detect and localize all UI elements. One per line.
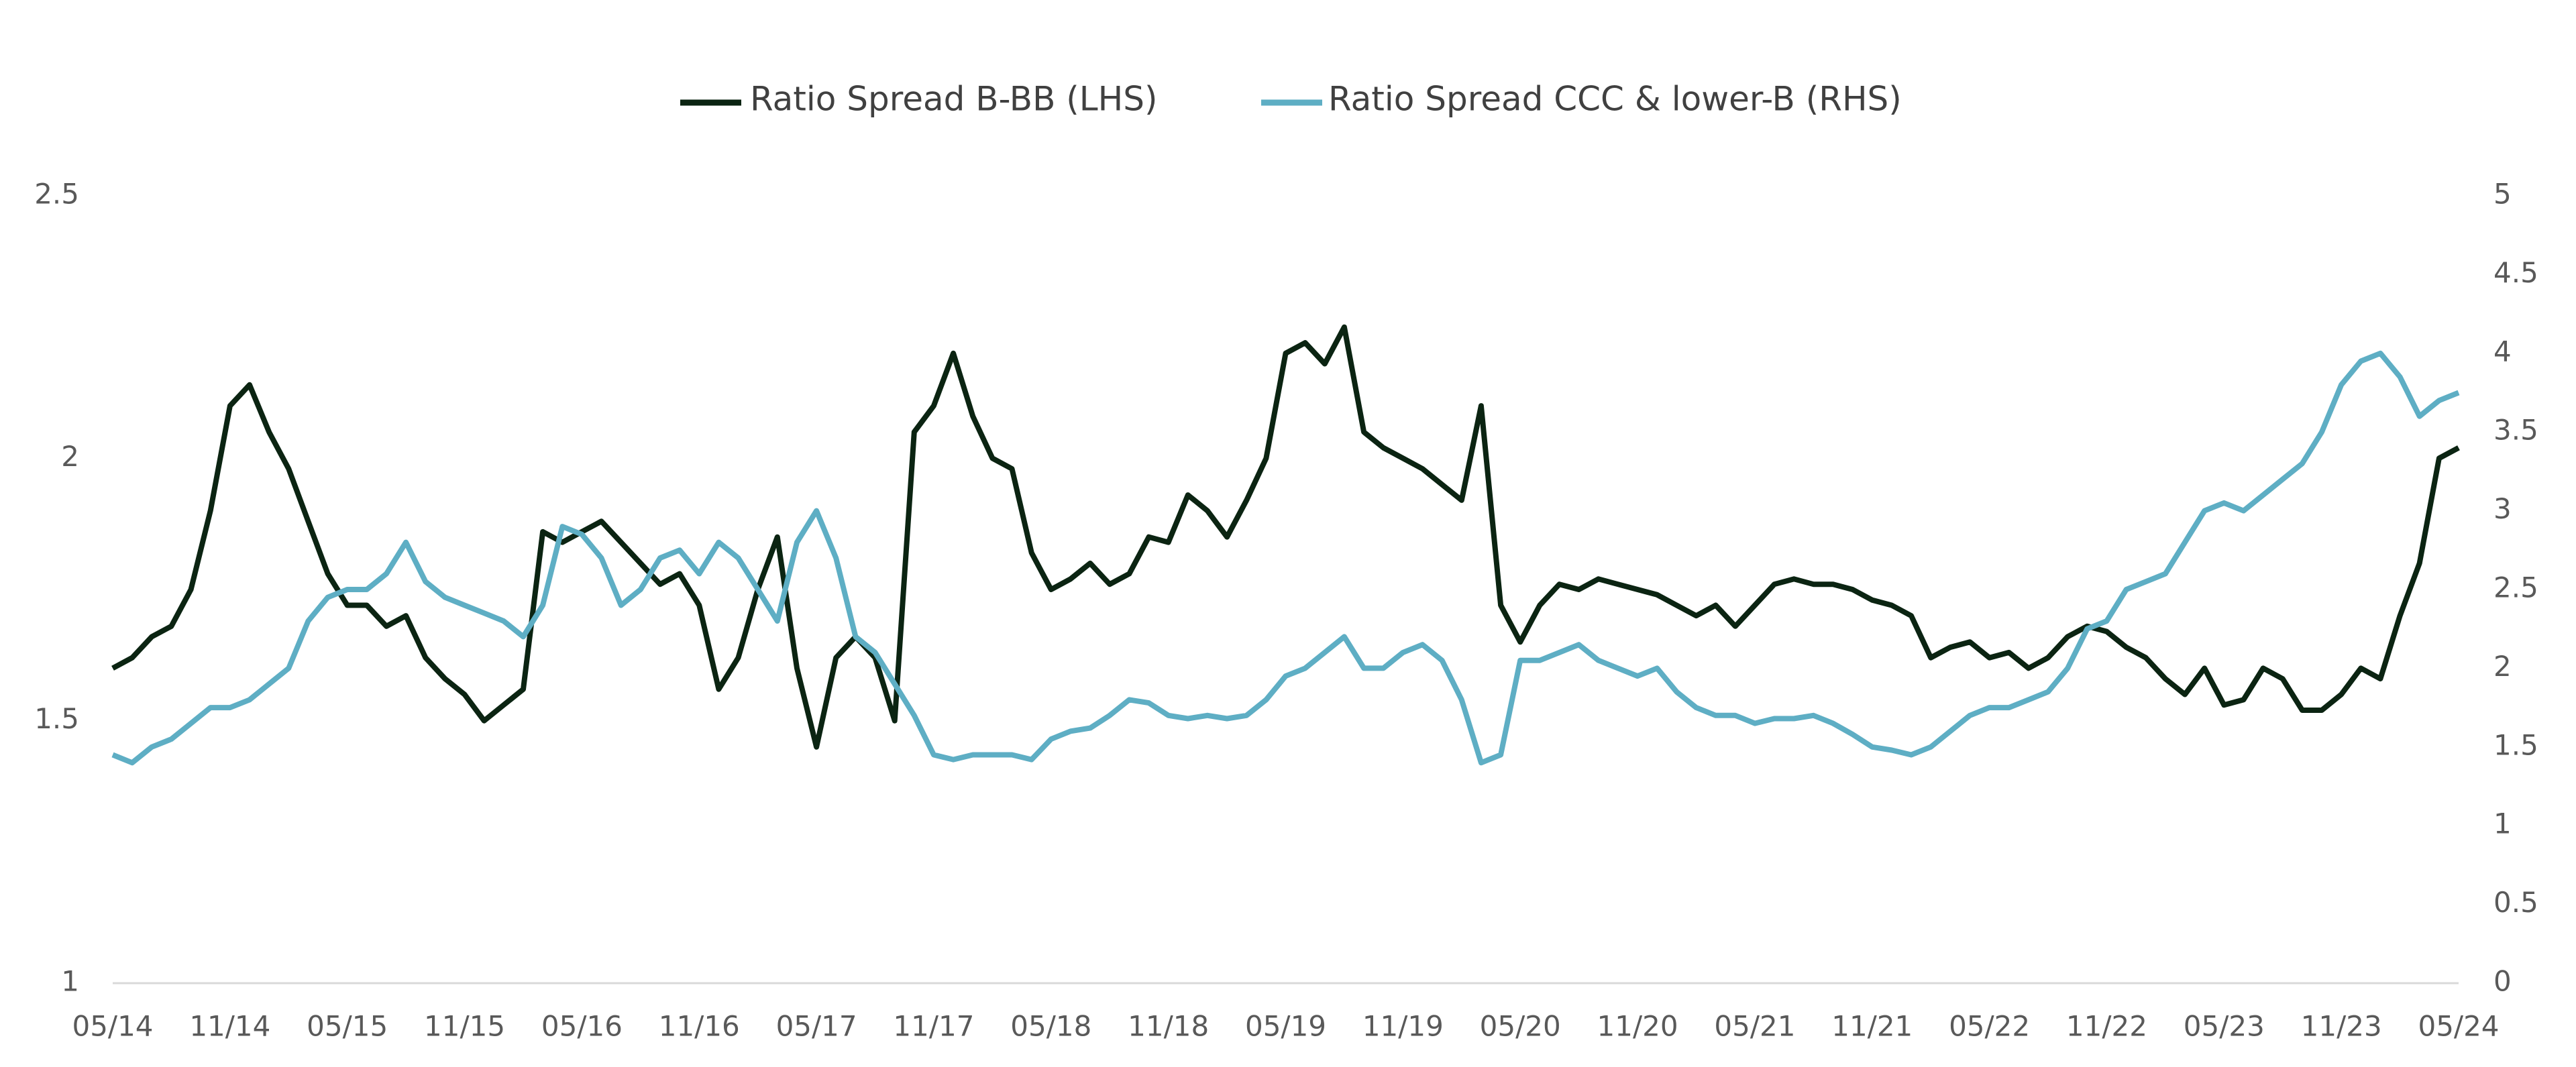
x-tick-label: 11/23 (2301, 1010, 2382, 1043)
x-tick-label: 11/17 (893, 1010, 974, 1043)
x-tick-label: 11/18 (1128, 1010, 1209, 1043)
y2-tick-label: 0.5 (2493, 886, 2538, 919)
series-line (111, 350, 2460, 766)
y2-tick-label: 2 (2493, 650, 2512, 683)
x-tick-label: 11/16 (659, 1010, 740, 1043)
y-tick-label: 2.5 (34, 178, 79, 211)
x-tick-label: 05/23 (2184, 1010, 2265, 1043)
legend-label: Ratio Spread CCC & lower-B (RHS) (1328, 80, 1902, 119)
x-tick-label: 05/21 (1714, 1010, 1795, 1043)
legend-label: Ratio Spread B-BB (LHS) (750, 80, 1158, 119)
x-tick-label: 05/24 (2418, 1010, 2499, 1043)
y2-tick-label: 0 (2493, 965, 2512, 998)
x-tick-label: 05/15 (307, 1010, 388, 1043)
y2-tick-label: 4 (2493, 335, 2512, 368)
y2-tick-label: 3 (2493, 492, 2512, 525)
y-tick-label: 2 (61, 440, 79, 473)
y2-tick-label: 3.5 (2493, 414, 2538, 447)
x-tick-label: 05/20 (1480, 1010, 1561, 1043)
x-tick-label: 11/22 (2066, 1010, 2147, 1043)
x-tick-label: 05/16 (541, 1010, 623, 1043)
x-tick-label: 11/21 (1831, 1010, 1913, 1043)
x-tick-label: 05/22 (1949, 1010, 2030, 1043)
x-tick-label: 05/18 (1010, 1010, 1091, 1043)
x-tick-label: 11/14 (189, 1010, 270, 1043)
y-tick-label: 1 (61, 965, 79, 998)
x-tick-label: 05/19 (1245, 1010, 1326, 1043)
y2-tick-label: 1.5 (2493, 728, 2538, 761)
x-tick-label: 11/19 (1362, 1010, 1444, 1043)
x-tick-label: 05/14 (72, 1010, 153, 1043)
x-tick-label: 11/20 (1597, 1010, 1678, 1043)
y2-tick-label: 1 (2493, 807, 2512, 840)
x-tick-label: 11/15 (424, 1010, 505, 1043)
x-tick-label: 05/17 (776, 1010, 857, 1043)
y2-tick-label: 5 (2493, 178, 2512, 211)
legend: Ratio Spread B-BB (LHS) Ratio Spread CCC… (680, 80, 1902, 119)
series-line (111, 324, 2460, 750)
y2-tick-label: 2.5 (2493, 571, 2538, 604)
y-tick-label: 1.5 (34, 702, 79, 735)
y2-tick-label: 4.5 (2493, 256, 2538, 289)
